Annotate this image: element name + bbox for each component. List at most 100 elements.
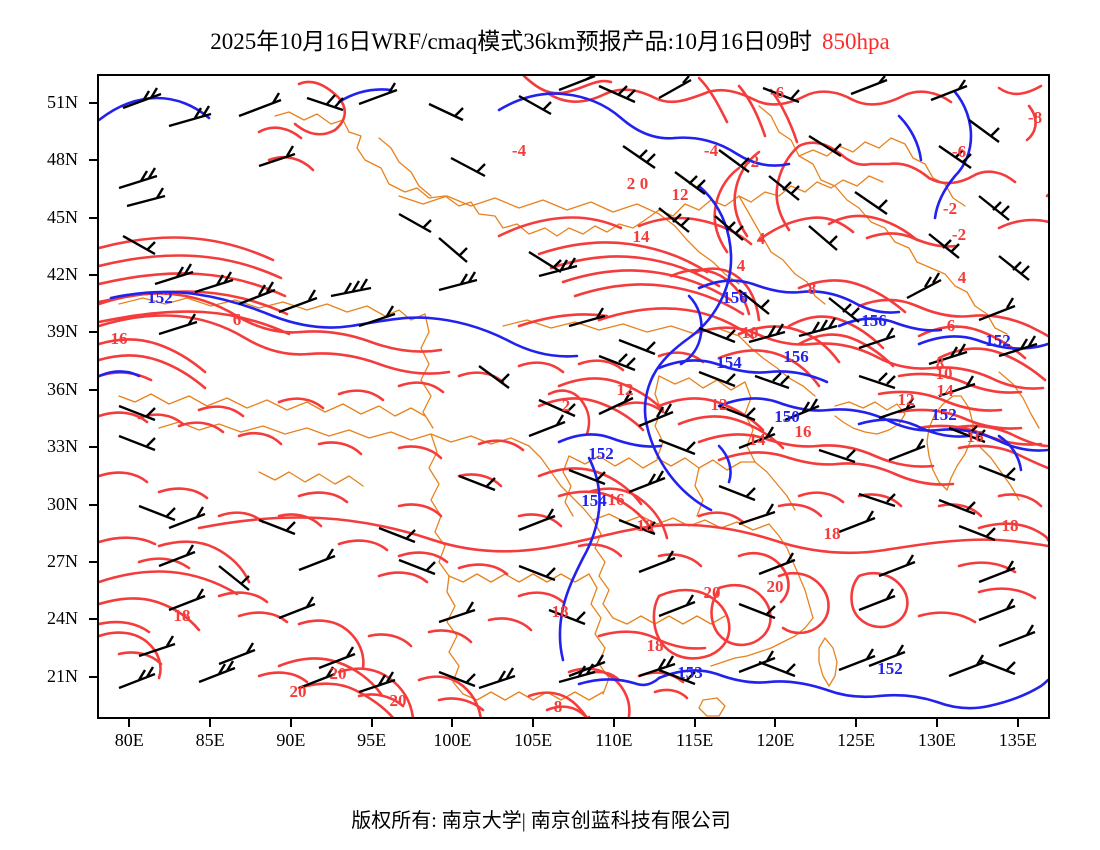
- wind-barb: [638, 403, 674, 428]
- wind-barb: [122, 87, 162, 110]
- x-tick-mark: [128, 719, 131, 727]
- temperature-contour-label: 4: [958, 268, 967, 287]
- x-tick-label: 95E: [357, 730, 387, 750]
- wind-barb: [658, 76, 692, 100]
- temperature-contour-label: 12: [711, 395, 728, 414]
- y-tick-mark: [89, 446, 97, 449]
- copyright-text: 版权所有: 南京大学| 南京创蓝科技有限公司: [351, 810, 731, 832]
- wind-barb: [154, 263, 194, 286]
- administrative-boundaries-layer: [118, 105, 1040, 717]
- wind-barb: [738, 289, 770, 315]
- wind-barb: [478, 365, 510, 389]
- wind-barb: [438, 670, 476, 688]
- wind-barb: [428, 102, 464, 122]
- wind-barb: [622, 145, 656, 169]
- temperature-contour-label: 12: [672, 185, 689, 204]
- wind-barb: [330, 278, 372, 298]
- temperature-contour-label: 10: [742, 323, 759, 342]
- wind-barb: [138, 504, 176, 522]
- x-tick-mark: [1016, 719, 1019, 727]
- temperature-contour-label: 16: [795, 422, 812, 441]
- y-tick-mark: [89, 159, 97, 162]
- y-tick-label: 39N: [47, 321, 78, 342]
- x-tick-mark: [774, 719, 777, 727]
- wind-barb: [358, 671, 396, 694]
- height-contour-label: 152: [931, 405, 957, 424]
- temperature-contour-label: 8: [554, 697, 563, 716]
- temperature-contour-label: 0: [640, 174, 649, 193]
- wind-barb: [674, 171, 706, 195]
- wind-barb: [158, 544, 196, 568]
- wind-barb: [398, 558, 436, 576]
- wind-barb: [762, 86, 800, 104]
- temperature-contour-label: 14: [937, 381, 955, 400]
- wind-barb: [218, 642, 256, 666]
- temperature-contour-label: 20: [290, 682, 307, 701]
- wind-barb: [298, 666, 336, 690]
- height-contour-label: 152: [877, 659, 903, 678]
- x-tick-mark: [935, 719, 938, 727]
- wind-barb: [718, 149, 750, 173]
- x-tick-label: 110E: [595, 730, 633, 750]
- x-tick-label: 135E: [998, 730, 1037, 750]
- wind-barb: [618, 338, 656, 356]
- height-contour-label: 154: [716, 353, 742, 372]
- wind-barb: [858, 372, 896, 390]
- y-tick-label: 21N: [47, 665, 78, 686]
- wind-barb: [938, 145, 972, 169]
- temperature-contour-label: 8: [808, 279, 817, 298]
- x-tick-mark: [370, 719, 373, 727]
- wind-barb: [298, 548, 336, 572]
- temperature-contour-label: 4: [737, 256, 746, 275]
- wind-barb: [278, 596, 316, 620]
- wind-barb: [438, 601, 476, 624]
- temperature-contour-label: 18: [637, 516, 654, 535]
- wind-barb: [978, 560, 1016, 584]
- wind-barb: [598, 84, 636, 104]
- y-tick-label: 45N: [47, 206, 78, 227]
- height-contour-label: 153: [677, 663, 703, 682]
- wind-barb: [978, 598, 1016, 622]
- y-tick-mark: [89, 216, 97, 219]
- temperature-contour-label: 18: [647, 636, 664, 655]
- wind-barb: [194, 271, 234, 294]
- wind-barb: [118, 167, 158, 190]
- wind-barb: [398, 212, 432, 234]
- wind-barb: [658, 668, 696, 686]
- y-tick-mark: [89, 618, 97, 621]
- y-tick-label: 48N: [47, 149, 78, 170]
- wind-barb: [850, 76, 888, 96]
- y-tick-mark: [89, 388, 97, 391]
- wind-barb: [238, 281, 276, 306]
- wind-barb: [878, 554, 916, 578]
- wind-barb: [518, 94, 552, 116]
- wind-barb: [458, 474, 496, 492]
- wind-barb: [858, 588, 896, 612]
- wind-barb: [538, 398, 576, 418]
- wind-barb: [838, 648, 876, 672]
- wind-barb: [754, 372, 790, 390]
- wind-barb: [598, 390, 634, 416]
- wind-barb: [238, 92, 282, 118]
- wind-barb: [438, 271, 478, 292]
- temperature-contour-label: 2: [562, 396, 571, 415]
- wind-barb: [638, 550, 676, 574]
- x-tick-label: 85E: [195, 730, 225, 750]
- wind-barb: [198, 660, 236, 684]
- height-contour-label: 154: [581, 491, 607, 510]
- wind-barb: [738, 650, 776, 674]
- wind-barb: [538, 257, 578, 278]
- temperature-contour-label: 6: [947, 316, 956, 335]
- wind-barb: [998, 624, 1036, 648]
- wind-barb: [138, 635, 176, 658]
- wind-barb: [838, 510, 876, 534]
- y-tick-mark: [89, 331, 97, 334]
- x-tick-label: 105E: [514, 730, 553, 750]
- wind-barb: [658, 438, 696, 456]
- x-tick-label: 120E: [756, 730, 795, 750]
- x-tick-label: 100E: [433, 730, 472, 750]
- wind-barb: [738, 602, 776, 620]
- wind-barb: [978, 297, 1016, 322]
- page-title: 2025年10月16日WRF/cmaq模式36km预报产品:10月16日09时 8…: [0, 22, 1100, 56]
